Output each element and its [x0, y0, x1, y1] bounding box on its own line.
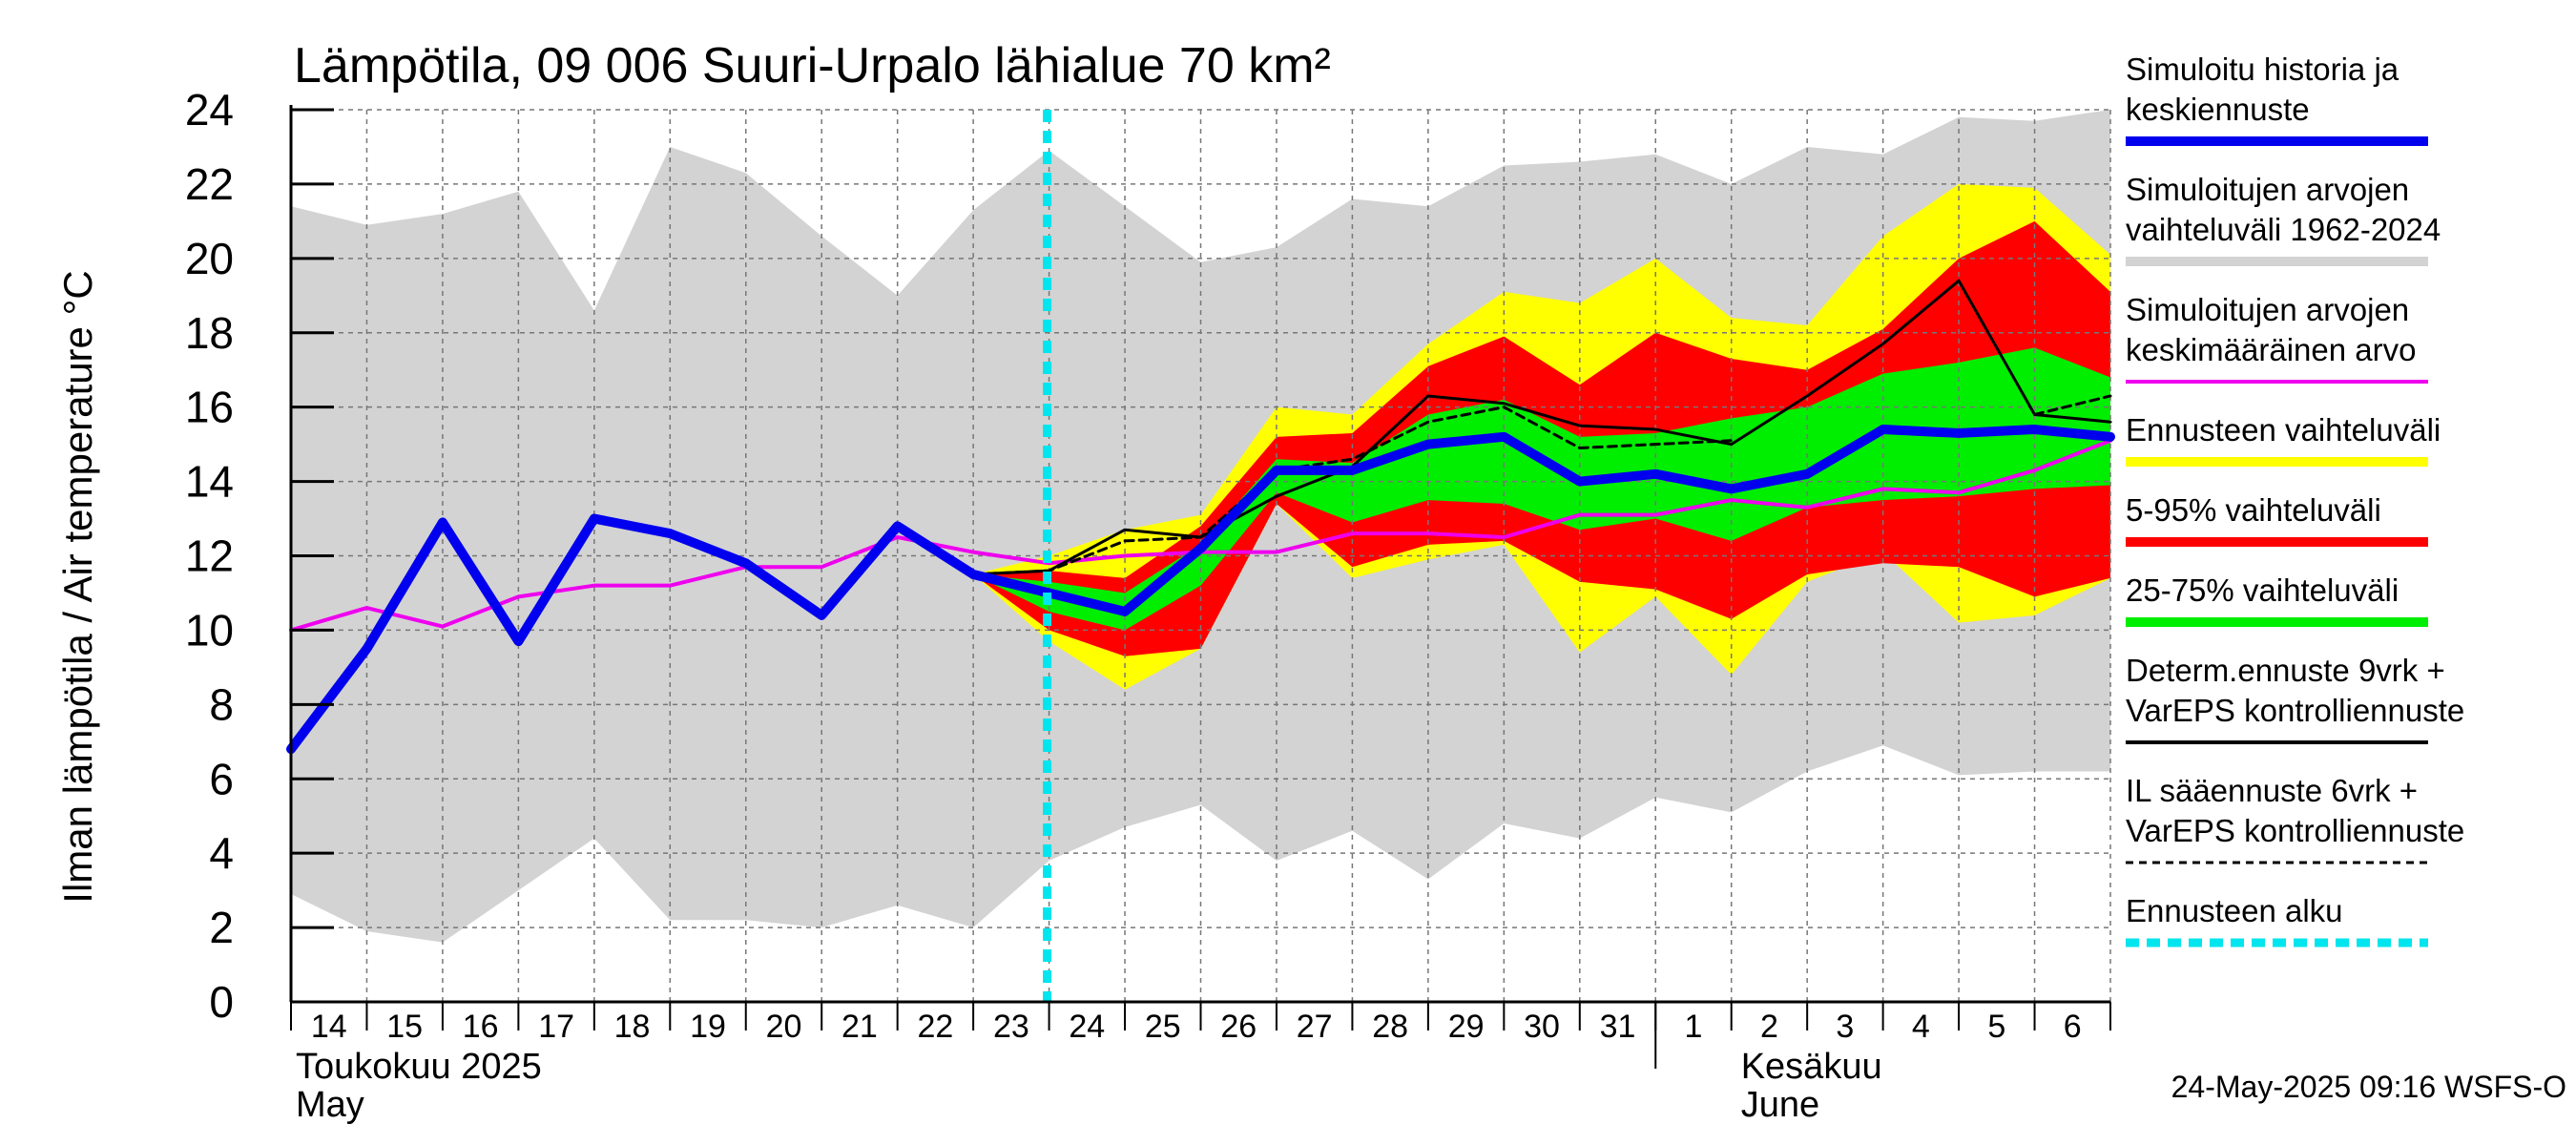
y-tick-label: 4 — [209, 828, 234, 878]
x-tick-label: 30 — [1524, 1009, 1560, 1045]
x-tick-label: 3 — [1836, 1009, 1854, 1045]
y-tick-label: 12 — [185, 531, 234, 581]
x-tick-label: 17 — [538, 1009, 574, 1045]
plot-area — [286, 109, 2115, 1003]
y-tick-label: 0 — [209, 977, 234, 1027]
band-3 — [973, 347, 2110, 631]
month-label-fi: Toukokuu 2025 — [296, 1047, 542, 1087]
y-tick-label: 20 — [185, 234, 234, 283]
x-tick-label: 24 — [1069, 1009, 1105, 1045]
x-tick-label: 27 — [1297, 1009, 1333, 1045]
y-tick-label: 8 — [209, 679, 234, 729]
x-tick-label: 2 — [1760, 1009, 1778, 1045]
x-tick-label: 21 — [841, 1009, 878, 1045]
x-tick-label: 20 — [766, 1009, 802, 1045]
legend-label: VarEPS kontrolliennuste — [2126, 813, 2464, 848]
legend-label: Simuloitu historia ja — [2126, 52, 2399, 87]
y-tick-label: 10 — [185, 605, 234, 655]
legend-label: Simuloitujen arvojen — [2126, 172, 2409, 207]
y-tick-label: 24 — [185, 85, 234, 135]
x-tick-label: 23 — [993, 1009, 1029, 1045]
x-tick-label: 15 — [386, 1009, 423, 1045]
y-tick-label: 16 — [185, 383, 234, 432]
timestamp-footer: 24-May-2025 09:16 WSFS-O — [2171, 1070, 2566, 1104]
y-tick-label: 22 — [185, 159, 234, 209]
y-axis-label: Ilman lämpötila / Air temperature °C — [55, 270, 100, 903]
x-tick-label: 28 — [1372, 1009, 1408, 1045]
x-tick-label: 14 — [311, 1009, 347, 1045]
legend-label: 25-75% vaihteluväli — [2126, 572, 2399, 608]
x-tick-label: 18 — [614, 1009, 651, 1045]
y-tick-label: 2 — [209, 903, 234, 952]
legend-label: IL sääennuste 6vrk + — [2126, 773, 2418, 808]
il-forecast-line — [971, 406, 1734, 576]
legend: Simuloitu historia ja keskiennuste Simuloi… — [2126, 52, 2464, 947]
legend-label: keskimääräinen arvo — [2126, 332, 2416, 367]
y-tick-label: 14 — [185, 457, 234, 507]
legend-label: Ennusteen alku — [2126, 893, 2343, 928]
legend-label: vaihteluväli 1962-2024 — [2126, 212, 2441, 247]
legend-label: keskiennuste — [2126, 92, 2310, 127]
x-tick-label: 26 — [1220, 1009, 1257, 1045]
x-tick-label: 31 — [1600, 1009, 1636, 1045]
x-tick-label: 29 — [1448, 1009, 1485, 1045]
month-label-en: June — [1741, 1085, 1819, 1125]
x-tick-label: 25 — [1145, 1009, 1181, 1045]
il-forecast-line — [2033, 394, 2112, 416]
legend-label: 5-95% vaihteluväli — [2126, 492, 2381, 528]
legend-label: Ennusteen vaihteluväli — [2126, 412, 2441, 448]
legend-label: Simuloitujen arvojen — [2126, 292, 2409, 327]
deterministic-forecast-line — [971, 279, 2112, 576]
x-tick-label: 6 — [2064, 1009, 2082, 1045]
x-tick-label: 16 — [463, 1009, 499, 1045]
legend-label: Determ.ennuste 9vrk + — [2126, 653, 2445, 688]
legend-label: VarEPS kontrolliennuste — [2126, 693, 2464, 728]
x-tick-label: 1 — [1685, 1009, 1703, 1045]
x-tick-label: 22 — [917, 1009, 953, 1045]
x-tick-label: 19 — [690, 1009, 726, 1045]
y-tick-label: 6 — [209, 754, 234, 803]
y-tick-label: 18 — [185, 308, 234, 358]
x-tick-label: 4 — [1912, 1009, 1930, 1045]
chart-title: Lämpötila, 09 006 Suuri-Urpalo lähialue … — [294, 38, 1331, 94]
month-label-fi: Kesäkuu — [1741, 1047, 1882, 1087]
simulated-history-line — [286, 425, 2115, 755]
month-label-en: May — [296, 1085, 364, 1125]
x-tick-label: 5 — [1987, 1009, 2005, 1045]
